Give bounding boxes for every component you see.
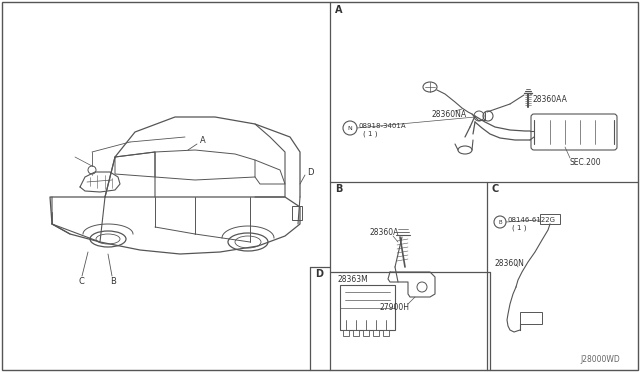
Text: N: N (348, 125, 353, 131)
Bar (353, 330, 359, 336)
Text: A: A (200, 135, 205, 144)
Text: B: B (335, 184, 342, 194)
Text: 08146-6122G: 08146-6122G (508, 217, 556, 223)
Text: ( 1 ): ( 1 ) (363, 131, 378, 137)
Text: A: A (335, 5, 342, 15)
Text: 28360N: 28360N (495, 260, 525, 269)
Text: 28360AA: 28360AA (533, 94, 568, 103)
Text: D: D (315, 269, 323, 279)
Bar (340, 285, 395, 330)
Text: J28000WD: J28000WD (580, 356, 620, 365)
Text: 28360NA: 28360NA (432, 109, 467, 119)
Text: 08918-3401A: 08918-3401A (359, 123, 406, 129)
Text: 28360A: 28360A (370, 228, 399, 237)
Text: C: C (492, 184, 499, 194)
Bar (540, 214, 560, 224)
Text: B: B (110, 278, 116, 286)
Text: ( 1 ): ( 1 ) (512, 225, 527, 231)
Text: D: D (307, 167, 314, 176)
FancyBboxPatch shape (531, 114, 617, 150)
Text: B: B (498, 219, 502, 224)
Text: 28363M: 28363M (338, 275, 369, 283)
Text: SEC.200: SEC.200 (570, 157, 602, 167)
Bar (363, 330, 369, 336)
Bar (292, 206, 302, 220)
Bar (383, 330, 389, 336)
Bar (373, 330, 379, 336)
Text: C: C (78, 278, 84, 286)
Text: 27900H: 27900H (380, 302, 410, 311)
Bar (520, 312, 542, 324)
Bar (343, 330, 349, 336)
